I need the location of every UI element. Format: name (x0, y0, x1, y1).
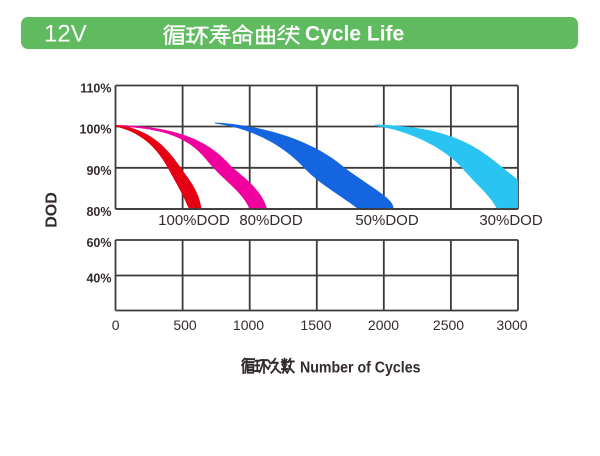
svg-text:12V: 12V (44, 20, 87, 47)
svg-text:80%: 80% (86, 205, 111, 219)
svg-text:Number of Cycles: Number of Cycles (300, 359, 421, 376)
svg-text:80%DOD: 80%DOD (239, 212, 303, 229)
svg-text:100%DOD: 100%DOD (158, 212, 230, 229)
svg-text:100%: 100% (80, 123, 112, 137)
svg-text:30%DOD: 30%DOD (479, 212, 543, 229)
svg-text:Cycle Life: Cycle Life (305, 23, 404, 46)
svg-text:90%: 90% (86, 164, 111, 178)
svg-text:3000: 3000 (496, 317, 527, 333)
svg-text:2000: 2000 (368, 317, 399, 333)
svg-text:1000: 1000 (233, 317, 264, 333)
svg-text:2500: 2500 (433, 317, 464, 333)
svg-text:1500: 1500 (300, 317, 331, 333)
svg-text:50%DOD: 50%DOD (355, 212, 419, 229)
svg-text:500: 500 (173, 317, 197, 333)
svg-text:40%: 40% (86, 272, 111, 286)
svg-text:110%: 110% (80, 82, 111, 96)
svg-text:0: 0 (112, 317, 120, 333)
svg-text:60%: 60% (86, 236, 111, 250)
svg-text:DOD: DOD (44, 192, 61, 228)
